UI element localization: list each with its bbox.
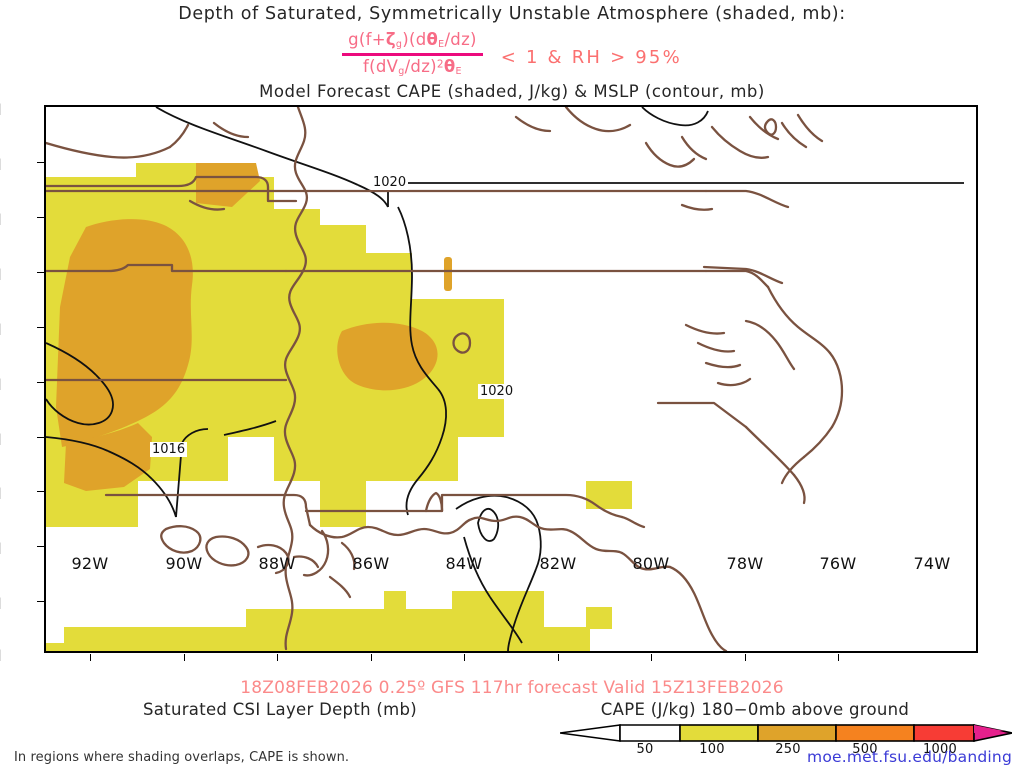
- lon-tick: [464, 654, 465, 661]
- lat-tick: [37, 162, 44, 163]
- lon-label: 82W: [539, 554, 577, 573]
- formula-condition: < 1 & RH > 95%: [500, 46, 682, 68]
- cape-legend-label: CAPE (J/kg) 180−0mb above ground: [600, 700, 910, 719]
- lat-label: 36N: [0, 210, 2, 229]
- lon-tick: [277, 654, 278, 661]
- lon-label: 86W: [352, 554, 390, 573]
- lon-tick: [651, 654, 652, 661]
- colorbar-tick: 100: [699, 742, 725, 757]
- forecast-valid-line: 18Z08FEB2026 0.25º GFS 117hr forecast Va…: [240, 678, 784, 698]
- site-url-link[interactable]: moe.met.fsu.edu/banding: [807, 748, 1012, 766]
- lon-label: 92W: [71, 554, 109, 573]
- lon-label: 78W: [726, 554, 764, 573]
- lon-label: 84W: [445, 554, 483, 573]
- state-borders: [46, 107, 844, 651]
- colorbar-tick: 1000: [923, 742, 957, 757]
- formula-numerator: g(f+ζg)(dθE/dz): [348, 30, 477, 51]
- colorbar-tick: 50: [636, 742, 654, 757]
- contour-label: 1016: [150, 442, 188, 457]
- lat-label: 38N: [0, 100, 2, 119]
- contour-label: 1020: [371, 175, 409, 190]
- formula-fraction-bar: [342, 52, 483, 56]
- lat-label: 30N: [0, 539, 2, 558]
- lat-tick: [37, 217, 44, 218]
- lat-label: 32N: [0, 430, 2, 449]
- lat-tick: [37, 437, 44, 438]
- lat-label: 34N: [0, 320, 2, 339]
- formula-denominator: f(dVg/dz)2θE: [363, 56, 462, 77]
- cape-colorbar[interactable]: 50 100 250 500 1000: [560, 722, 1012, 762]
- lat-label: 35N: [0, 265, 2, 284]
- page-subtitle: Model Forecast CAPE (shaded, J/kg) & MSL…: [259, 82, 765, 101]
- lat-tick: [37, 327, 44, 328]
- lon-tick: [745, 654, 746, 661]
- lon-tick: [558, 654, 559, 661]
- lat-label: 33N: [0, 375, 2, 394]
- csi-legend-label: Saturated CSI Layer Depth (mb): [142, 700, 418, 719]
- lat-tick: [37, 272, 44, 273]
- lat-tick: [37, 382, 44, 383]
- lat-label: 29N: [0, 594, 2, 613]
- colorbar-tick: 250: [775, 742, 801, 757]
- lon-label: 90W: [165, 554, 203, 573]
- lat-label: 28N: [0, 646, 2, 665]
- formula-row: g(f+ζg)(dθE/dz) f(dVg/dz)2θE < 1 & RH > …: [0, 26, 1024, 82]
- title-block: Depth of Saturated, Symmetrically Unstab…: [0, 0, 1024, 101]
- forecast-map[interactable]: [44, 105, 978, 653]
- lat-label: 37N: [0, 155, 2, 174]
- map-graphic: [46, 107, 964, 651]
- csi-criterion-formula: g(f+ζg)(dθE/dz) f(dVg/dz)2θE: [342, 31, 483, 77]
- lon-label: 80W: [632, 554, 670, 573]
- lat-label: 31N: [0, 484, 2, 503]
- page-title: Depth of Saturated, Symmetrically Unstab…: [178, 4, 846, 24]
- lon-tick: [90, 654, 91, 661]
- lon-label: 74W: [913, 554, 951, 573]
- colorbar-tick: 500: [852, 742, 878, 757]
- contour-label: 1020: [478, 384, 516, 399]
- overlap-note: In regions where shading overlaps, CAPE …: [14, 750, 350, 765]
- lat-tick: [37, 546, 44, 547]
- lon-label: 76W: [819, 554, 857, 573]
- lon-tick: [371, 654, 372, 661]
- legend-labels: Saturated CSI Layer Depth (mb) CAPE (J/k…: [0, 700, 1024, 722]
- cape-shading-orange: [56, 163, 452, 491]
- lat-tick: [37, 491, 44, 492]
- map-clip: [46, 107, 976, 651]
- colorbar-graphic: [560, 724, 1012, 742]
- lat-tick: [37, 601, 44, 602]
- lon-label: 88W: [258, 554, 296, 573]
- lon-tick: [838, 654, 839, 661]
- lon-tick: [184, 654, 185, 661]
